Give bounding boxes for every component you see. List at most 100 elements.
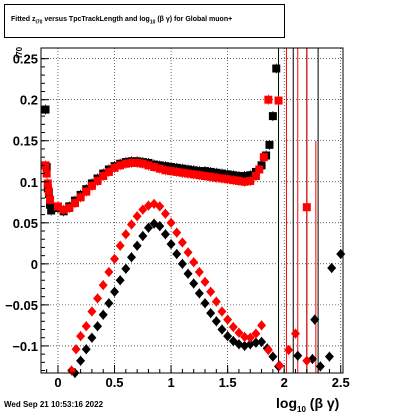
diamond-point — [98, 309, 108, 320]
y-tick-label: 0.25 — [13, 52, 38, 67]
diamond-point — [336, 248, 346, 259]
diamond-point — [172, 227, 182, 238]
square-point — [138, 159, 147, 168]
square-point — [251, 172, 260, 181]
y-tick-label: 0 — [31, 257, 38, 272]
diamond-point — [177, 258, 187, 269]
x-tick-label: 2.5 — [332, 375, 350, 390]
diamond-point — [166, 217, 176, 228]
title-subscript-1: I70 — [35, 19, 43, 26]
square-point — [246, 171, 255, 180]
square-point — [234, 176, 243, 185]
square-point — [206, 172, 215, 181]
diamond-point — [155, 221, 165, 232]
square-point — [167, 167, 176, 176]
x-tick-label: 0.5 — [105, 375, 123, 390]
square-point — [110, 163, 119, 172]
diamond-point — [183, 268, 193, 279]
diamond-point — [71, 344, 81, 355]
square-point — [257, 161, 266, 170]
square-point — [178, 168, 187, 177]
square-point — [82, 187, 91, 196]
diamond-point — [104, 267, 114, 278]
y-tick-label: −0.05 — [5, 298, 38, 313]
square-point — [93, 176, 102, 185]
square-point — [217, 174, 226, 183]
diamond-point — [160, 229, 170, 240]
square-point — [121, 159, 130, 168]
diamond-point — [115, 240, 125, 251]
square-point — [155, 164, 164, 173]
square-point — [53, 202, 62, 211]
x-tick-label: 1 — [167, 375, 174, 390]
y-axis-label: I70 — [15, 46, 24, 58]
diamond-point — [284, 345, 294, 356]
diamond-point — [240, 331, 250, 342]
diamond-point — [263, 345, 273, 356]
diamond-point — [293, 350, 303, 361]
diamond-point — [245, 332, 255, 343]
square-point — [274, 96, 283, 105]
diamond-point — [206, 308, 216, 319]
diamond-point — [189, 257, 199, 268]
square-point — [184, 169, 193, 178]
square-point — [172, 167, 181, 176]
square-point — [255, 165, 264, 174]
square-point — [46, 195, 55, 204]
diamond-point — [189, 278, 199, 289]
diamond-point — [234, 327, 244, 338]
diamond-point — [126, 252, 136, 263]
diamond-point — [138, 230, 148, 241]
diamond-point — [81, 321, 91, 332]
square-point — [59, 205, 68, 214]
y-tick-label: 0.05 — [13, 216, 38, 231]
square-point — [265, 140, 274, 149]
square-point — [212, 173, 221, 182]
chart-title-text: Fitted zI70 versus TpcTrackLength and lo… — [11, 16, 233, 26]
square-point — [264, 95, 273, 104]
diamond-point — [223, 314, 233, 325]
diamond-point — [76, 331, 86, 342]
diamond-point — [104, 298, 114, 309]
diamond-point — [217, 306, 227, 317]
diamond-point — [194, 267, 204, 278]
square-point — [223, 175, 232, 184]
diamond-point — [121, 229, 131, 240]
diamond-point — [132, 211, 142, 222]
diamond-point — [110, 286, 120, 297]
diamond-point — [257, 320, 267, 331]
square-point — [127, 158, 136, 167]
chart-title: Fitted zI70 versus TpcTrackLength and lo… — [4, 4, 285, 38]
diamond-point — [200, 276, 210, 287]
diamond-point — [257, 336, 267, 347]
square-point — [150, 163, 159, 172]
x-axis-label: log10 (β γ) — [276, 395, 339, 414]
y-tick-label: 0.15 — [13, 134, 38, 149]
diamond-point — [217, 324, 227, 335]
x-tick-label: 1.5 — [219, 375, 237, 390]
square-point — [259, 153, 268, 162]
diamond-point — [211, 296, 221, 307]
x-tick-label: 2 — [281, 375, 288, 390]
diamond-point — [251, 328, 261, 339]
square-point — [99, 172, 108, 181]
x-tick-label: 0 — [54, 375, 61, 390]
square-point — [268, 112, 277, 121]
diamond-point — [324, 351, 334, 362]
diamond-point — [177, 237, 187, 248]
square-point — [76, 193, 85, 202]
diamond-point — [143, 222, 153, 233]
diamond-point — [160, 208, 170, 219]
square-point — [272, 64, 281, 73]
diamond-point — [110, 253, 120, 264]
plot-frame — [40, 47, 344, 374]
square-point — [87, 181, 96, 190]
diamond-point — [93, 321, 103, 332]
square-point — [104, 167, 113, 176]
axis-ticks: 0 0.5 1 1.5 2 2.5 −0.1 −0.05 0 0.05 0.1 0.15 0.2 0.25 — [5, 52, 350, 390]
diamond-point — [310, 314, 320, 325]
square-point — [133, 158, 142, 167]
square-point — [116, 161, 125, 170]
diamond-point — [81, 344, 91, 355]
